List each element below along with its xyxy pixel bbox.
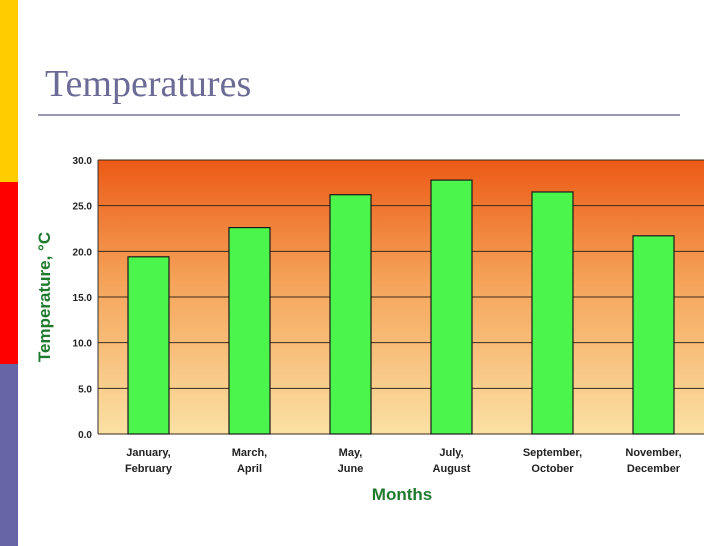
x-tick-label: September, xyxy=(523,447,582,459)
x-tick-label: December xyxy=(627,463,681,475)
accent-bar-yellow xyxy=(0,0,18,182)
y-tick-label: 20.0 xyxy=(73,247,93,258)
bar xyxy=(127,256,170,435)
bar xyxy=(430,179,473,435)
y-axis-title: Temperature, °C xyxy=(35,232,54,362)
x-tick-label: July, xyxy=(439,447,463,459)
bar xyxy=(632,235,675,435)
x-tick-label: February xyxy=(125,463,173,475)
x-tick-label: April xyxy=(237,463,262,475)
y-tick-label: 30.0 xyxy=(73,156,93,167)
accent-bar-purple xyxy=(0,364,18,546)
x-tick-label: October xyxy=(531,463,574,475)
accent-bar-red xyxy=(0,182,18,364)
x-tick-label: August xyxy=(433,463,471,475)
slide-title: Temperatures xyxy=(45,63,252,105)
y-tick-label: 10.0 xyxy=(73,339,93,350)
x-tick-label: June xyxy=(338,463,364,475)
y-tick-label: 25.0 xyxy=(73,202,93,213)
x-tick-label: May, xyxy=(339,447,363,459)
bar xyxy=(228,226,271,435)
bar xyxy=(531,191,574,435)
bar xyxy=(329,194,372,435)
title-divider xyxy=(38,114,680,116)
y-tick-label: 15.0 xyxy=(73,293,93,304)
y-tick-label: 5.0 xyxy=(78,384,92,395)
x-tick-label: March, xyxy=(232,447,267,459)
x-tick-label: January, xyxy=(126,447,170,459)
x-tick-label: November, xyxy=(625,447,681,459)
y-tick-label: 0.0 xyxy=(78,430,92,441)
x-axis-title: Months xyxy=(372,485,432,504)
